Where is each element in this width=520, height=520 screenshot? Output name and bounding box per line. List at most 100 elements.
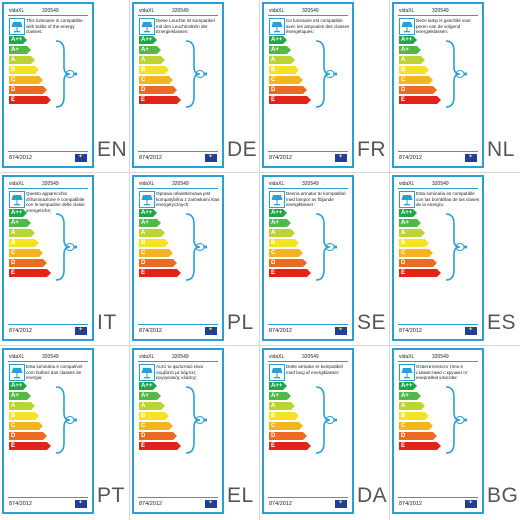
energy-class-bar-a: A: [9, 229, 35, 237]
energy-class-bar-aplusplus: A++: [269, 36, 287, 44]
energy-class-scale: A++ A+ A B C D E: [269, 209, 329, 285]
bracket-icon: [444, 385, 464, 455]
energy-label-card: vidaXL 320549 Questo apparecchio d'illumin…: [2, 175, 94, 341]
energy-class-bar-d: D: [399, 259, 437, 267]
energy-class-bar-e: E: [139, 96, 181, 104]
lamp-icon: [139, 191, 155, 208]
energy-class-bar-aplusplus: A++: [9, 209, 27, 217]
energy-label-card: vidaXL 320549 Осветителното тяло е съвмест…: [392, 348, 484, 514]
energy-class-bar-c: C: [139, 76, 173, 84]
energy-class-bar-c: C: [269, 249, 303, 257]
energy-class-bar-a: A: [139, 402, 165, 410]
energy-class-bar-b: B: [139, 66, 169, 74]
energy-class-bar-e: E: [139, 442, 181, 450]
brand-name: vidaXL: [9, 8, 25, 14]
energy-class-scale: A++ A+ A B C D E: [269, 382, 329, 458]
eu-flag-icon: [75, 499, 87, 508]
label-cell-es: vidaXL 320549 Esta luminaria es compatible…: [390, 173, 519, 345]
header-divider: [268, 361, 348, 362]
energy-label-card: vidaXL 320549 Dette armatur er kompatibel …: [262, 348, 354, 514]
energy-class-bar-aplusplus: A++: [399, 209, 417, 217]
compatibility-text: Deze lamp is geschikt voor peren van de …: [416, 18, 471, 35]
energy-class-scale: A++ A+ A B C D E: [269, 36, 329, 112]
bracket-icon: [184, 385, 204, 455]
energy-class-bar-a: A: [269, 56, 295, 64]
energy-class-scale: A++ A+ A B C D E: [139, 209, 199, 285]
eu-flag-icon: [465, 499, 477, 508]
energy-label-card: vidaXL 320549 Denna armatur är kompatibel …: [262, 175, 354, 341]
bulb-icon: [194, 412, 208, 424]
label-cell-pl: vidaXL 320549 Oprawa oświetleniowa jest ko…: [130, 173, 259, 345]
bulb-icon: [194, 239, 208, 251]
product-code: 320549: [172, 8, 189, 14]
bracket-icon: [314, 385, 334, 455]
lamp-icon: [269, 191, 285, 208]
lamp-icon: [9, 364, 25, 381]
energy-class-bar-a: A: [399, 229, 425, 237]
energy-class-bar-e: E: [399, 96, 441, 104]
product-code: 320549: [302, 354, 319, 360]
footer-divider: [268, 497, 348, 498]
header-divider: [138, 15, 218, 16]
energy-class-bar-a: A: [139, 229, 165, 237]
energy-class-bar-aplus: A+: [9, 46, 31, 54]
regulation-number: 874/2012: [139, 155, 162, 161]
energy-class-bar-e: E: [9, 442, 51, 450]
energy-class-bar-d: D: [269, 432, 307, 440]
energy-class-bar-aplus: A+: [269, 219, 291, 227]
energy-label-card: vidaXL 320549 Deze lamp is geschikt voor p…: [392, 2, 484, 168]
compatibility-text: Oprawa oświetleniowa jest kompatybilna z…: [156, 191, 220, 208]
header-divider: [8, 15, 88, 16]
language-code: IT: [97, 311, 117, 334]
lamp-icon: [9, 18, 25, 35]
header-divider: [398, 188, 478, 189]
energy-class-bar-a: A: [399, 402, 425, 410]
language-code: FR: [357, 138, 386, 161]
energy-class-bar-b: B: [269, 66, 299, 74]
energy-class-bar-d: D: [269, 259, 307, 267]
regulation-number: 874/2012: [399, 501, 422, 507]
energy-class-scale: A++ A+ A B C D E: [9, 36, 69, 112]
energy-class-bar-b: B: [399, 239, 429, 247]
energy-class-bar-b: B: [9, 412, 39, 420]
grid-divider-vertical: [129, 0, 130, 520]
energy-class-bar-e: E: [269, 442, 311, 450]
language-code: EN: [97, 138, 128, 161]
energy-class-bar-c: C: [139, 249, 173, 257]
compatibility-text: Diese Leuchte ist kompatibel mit den Leu…: [156, 18, 215, 35]
language-code: BG: [487, 484, 519, 507]
energy-class-bar-aplus: A+: [139, 46, 161, 54]
grid-divider-vertical: [389, 0, 390, 520]
energy-class-bar-b: B: [139, 412, 169, 420]
product-code: 320549: [302, 8, 319, 14]
bulb-icon: [64, 239, 78, 251]
energy-class-bar-b: B: [399, 412, 429, 420]
bulb-icon: [324, 239, 338, 251]
energy-class-scale: A++ A+ A B C D E: [399, 382, 459, 458]
energy-class-bar-aplusplus: A++: [9, 36, 27, 44]
eu-flag-icon: [335, 499, 347, 508]
energy-class-bar-d: D: [9, 432, 47, 440]
label-cell-da: vidaXL 320549 Dette armatur er kompatibel …: [260, 346, 389, 518]
energy-class-scale: A++ A+ A B C D E: [9, 209, 69, 285]
energy-label-card: vidaXL 320549 Diese Leuchte ist kompatibel…: [132, 2, 224, 168]
energy-class-bar-aplusplus: A++: [139, 36, 157, 44]
brand-name: vidaXL: [9, 181, 25, 187]
energy-class-bar-aplusplus: A++: [139, 382, 157, 390]
energy-class-bar-e: E: [399, 269, 441, 277]
brand-name: vidaXL: [269, 8, 285, 14]
eu-flag-icon: [465, 153, 477, 162]
energy-class-bar-e: E: [399, 442, 441, 450]
brand-name: vidaXL: [9, 354, 25, 360]
lamp-icon: [269, 18, 285, 35]
energy-class-bar-a: A: [399, 56, 425, 64]
eu-flag-icon: [205, 326, 217, 335]
product-code: 320549: [172, 354, 189, 360]
header-divider: [268, 188, 348, 189]
header-divider: [138, 188, 218, 189]
energy-class-bar-b: B: [9, 66, 39, 74]
energy-label-card: vidaXL 320549 Oprawa oświetleniowa jest ko…: [132, 175, 224, 341]
grid-divider-horizontal: [0, 345, 520, 346]
eu-flag-icon: [205, 499, 217, 508]
lamp-icon: [399, 18, 415, 35]
